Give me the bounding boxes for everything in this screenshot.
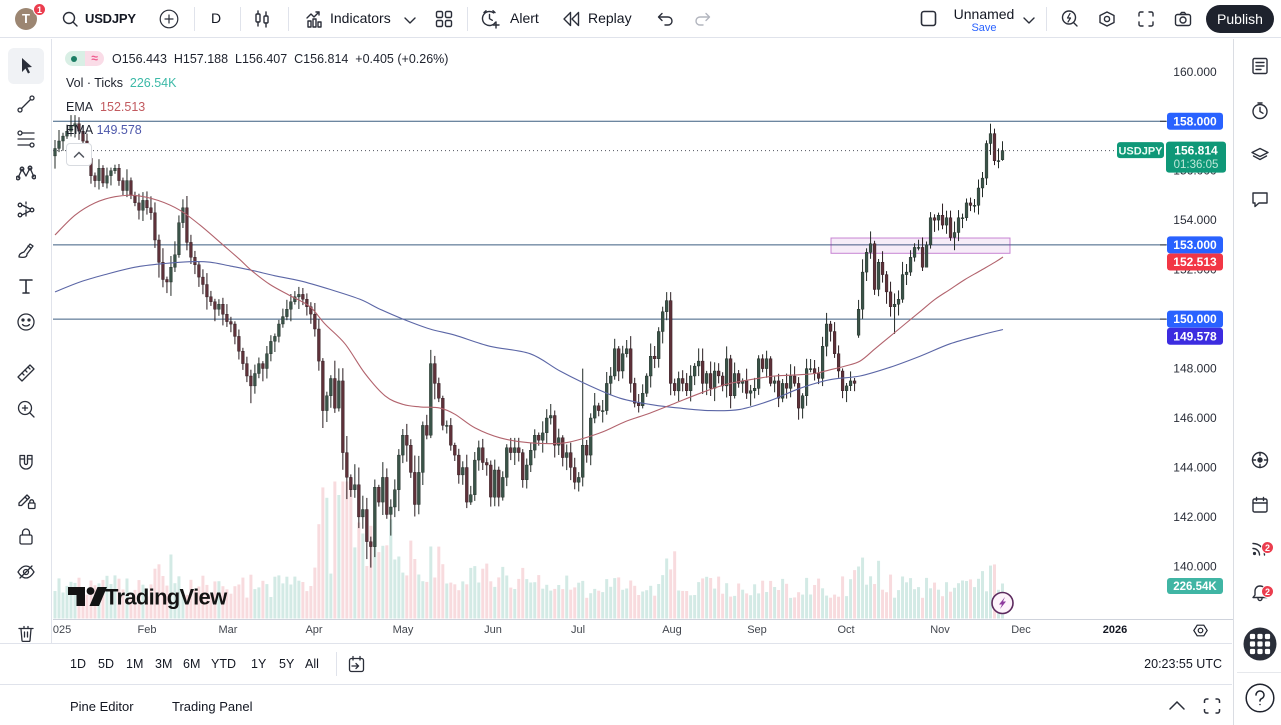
svg-text:158.000: 158.000 [1173,114,1217,128]
svg-text:144.000: 144.000 [1173,461,1217,475]
svg-text:146.000: 146.000 [1173,411,1217,425]
svg-text:160.000: 160.000 [1173,65,1217,79]
svg-text:01:36:05: 01:36:05 [1174,159,1219,171]
svg-text:150.000: 150.000 [1173,312,1217,326]
svg-text:148.000: 148.000 [1173,362,1217,376]
svg-text:USDJPY: USDJPY [1118,145,1163,157]
svg-text:154.000: 154.000 [1173,213,1217,227]
svg-text:140.000: 140.000 [1173,559,1217,573]
svg-text:152.513: 152.513 [1173,255,1217,269]
svg-text:153.000: 153.000 [1173,238,1217,252]
svg-text:TradingView: TradingView [105,585,228,610]
svg-text:149.578: 149.578 [1173,329,1217,343]
svg-text:142.000: 142.000 [1173,510,1217,524]
svg-text:156.814: 156.814 [1174,143,1218,157]
svg-text:226.54K: 226.54K [1173,581,1217,593]
